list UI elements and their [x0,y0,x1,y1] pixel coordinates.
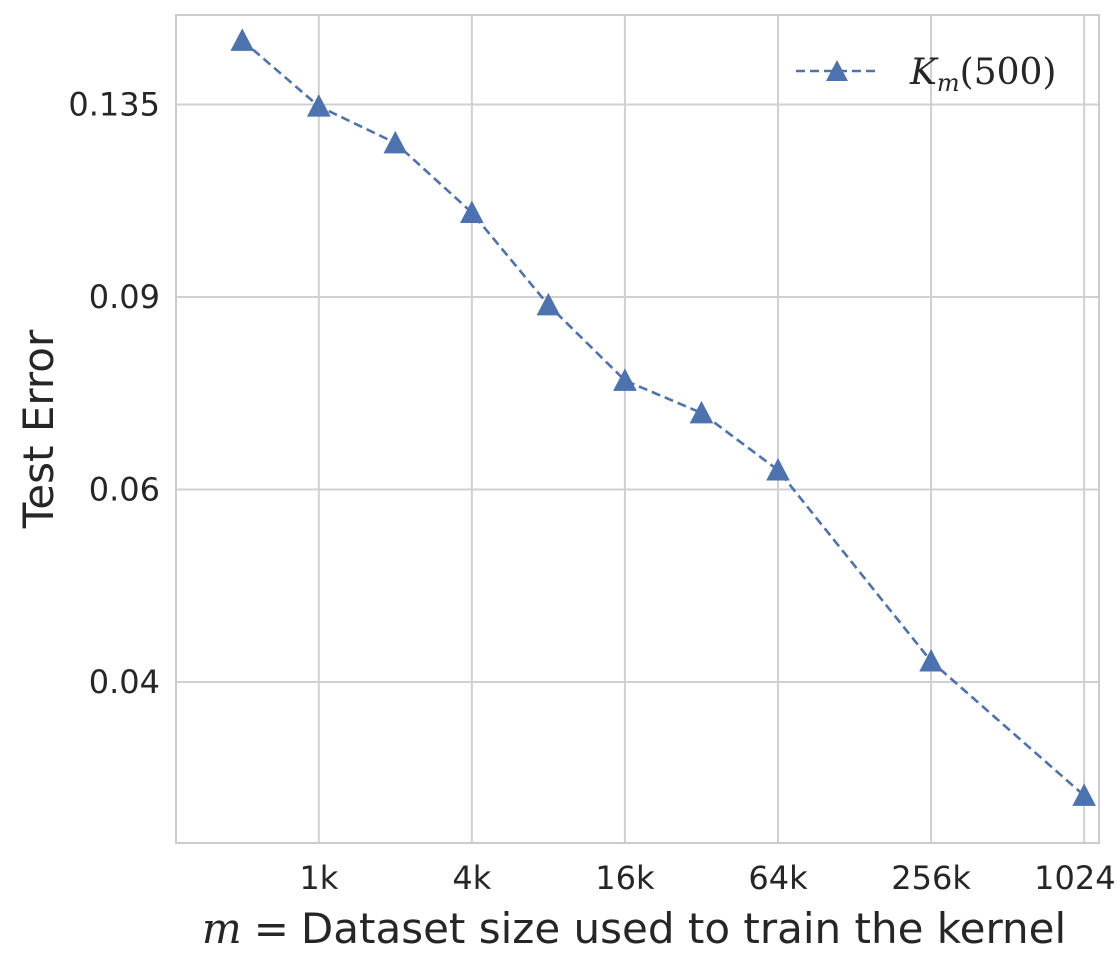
data-point-marker [689,400,714,424]
legend-subscript: m [937,69,960,97]
data-point-marker [460,200,484,224]
data-point-marker [613,368,637,391]
x-tick-label: 64k [748,859,808,897]
x-axis-label: m = Dataset size used to train the kernel [202,904,1066,953]
x-tick-label: 1k [299,859,338,897]
y-tick-label: 0.135 [68,85,160,123]
data-point-marker [919,649,943,672]
data-point-marker [766,458,790,481]
x-tick-label: 4k [452,859,491,897]
legend-marker-triangle-icon [826,60,848,81]
x-axis-ticks: 1k 4k 16k 64k 256k 1024k [299,859,1117,897]
x-axis-variable: m [202,904,242,953]
y-axis-ticks: 0.135 0.09 0.06 0.04 [68,85,160,701]
series-line-km500 [241,39,1085,797]
series-markers [230,28,1096,806]
legend: Km(500) [796,52,1056,97]
plot-frame [175,14,1100,844]
y-tick-label: 0.04 [89,663,160,701]
legend-arg: (500) [960,52,1057,93]
data-point-marker [306,94,331,117]
y-tick-label: 0.09 [89,278,160,316]
x-tick-label: 256k [891,859,971,897]
x-tick-label: 16k [595,859,655,897]
y-axis-label: Test Error [14,329,63,529]
grid-lines [176,15,1099,843]
data-point-marker [383,130,408,154]
series-group [230,28,1096,806]
legend-base: K [909,52,939,93]
x-axis-text: Dataset size used to train the kernel [301,904,1066,953]
y-tick-label: 0.06 [89,471,160,509]
x-tick-label: 1024k [1034,859,1117,897]
data-point-marker [1072,783,1096,806]
data-point-marker [536,292,561,316]
data-point-marker [230,28,255,51]
legend-label: Km(500) [909,52,1056,97]
x-axis-equals: = [254,904,289,953]
